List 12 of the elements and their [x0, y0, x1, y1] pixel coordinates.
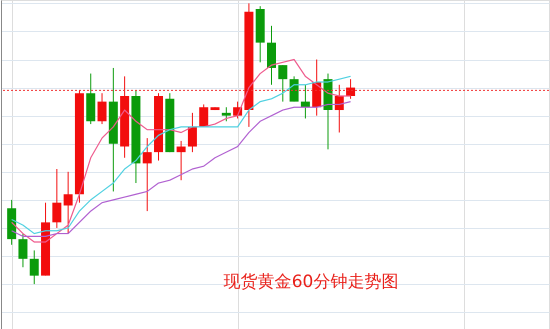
candlestick — [18, 233, 28, 268]
candlestick — [64, 171, 73, 234]
candlestick — [98, 92, 107, 125]
candlestick — [52, 168, 62, 228]
candlestick — [30, 250, 39, 285]
annotation: 现货黄金60分钟走势图 — [224, 272, 398, 292]
candlestick — [346, 78, 356, 100]
candlestick — [142, 138, 152, 212]
candlestick — [278, 64, 288, 102]
candlestick — [199, 104, 208, 128]
candlestick — [188, 112, 197, 153]
candlestick — [176, 140, 186, 181]
